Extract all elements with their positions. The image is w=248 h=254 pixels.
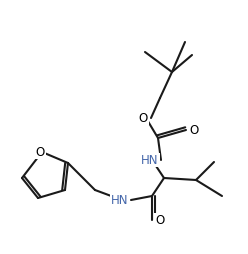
Text: O: O bbox=[138, 112, 148, 124]
Text: HN: HN bbox=[141, 153, 159, 167]
Text: O: O bbox=[155, 214, 165, 227]
Text: O: O bbox=[35, 146, 45, 158]
Text: O: O bbox=[189, 123, 199, 136]
Text: HN: HN bbox=[111, 194, 129, 207]
